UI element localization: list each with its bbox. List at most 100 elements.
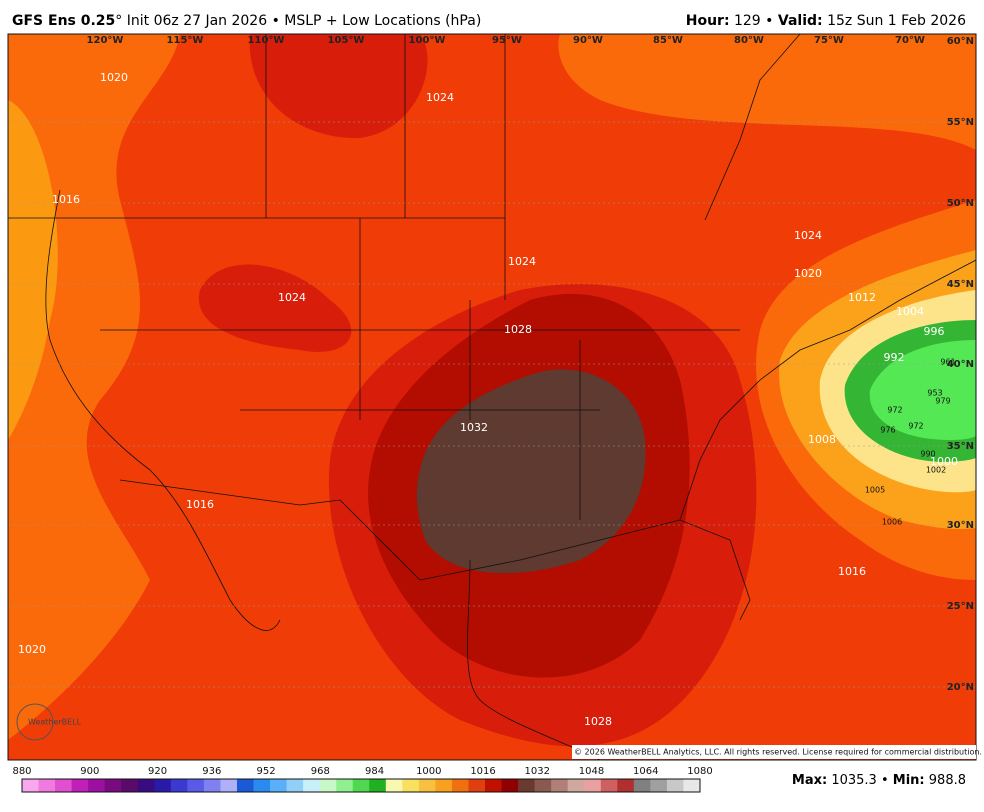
longitude-label: 75°W — [814, 35, 844, 46]
colorbar-swatch — [170, 779, 188, 792]
colorbar-swatch — [55, 779, 73, 792]
colorbar-swatch — [551, 779, 569, 792]
contour-label: 1024 — [508, 255, 536, 268]
longitude-label: 80°W — [734, 35, 764, 46]
boundaries — [8, 34, 976, 760]
latitude-label: 25°N — [947, 601, 974, 612]
contour-label: 1004 — [896, 305, 924, 318]
colorbar-swatch — [236, 779, 255, 792]
copyright: © 2026 WeatherBELL Analytics, LLC. All r… — [574, 748, 982, 757]
colorbar-swatch — [104, 779, 122, 792]
low-label: 1006 — [882, 518, 902, 527]
colorbar-swatch — [451, 779, 469, 792]
colorbar-label: 984 — [365, 766, 384, 777]
longitude-label: 85°W — [653, 35, 683, 46]
low-label: 953 — [927, 389, 942, 398]
contour-label: 1020 — [18, 643, 46, 656]
colorbar-swatch — [584, 779, 602, 792]
colorbar-swatch — [253, 779, 271, 792]
colorbar-swatch — [220, 779, 238, 792]
latitude-label: 50°N — [947, 198, 974, 209]
latitude-label: 20°N — [947, 682, 974, 693]
map-frame — [7, 33, 977, 761]
latitude-label: 40°N — [947, 359, 974, 370]
longitude-label: 70°W — [895, 35, 925, 46]
colorbar-label: 1032 — [525, 766, 550, 777]
colorbar-swatch — [286, 779, 304, 792]
min: 988.8 — [929, 773, 966, 788]
colorbar-swatch — [501, 779, 519, 792]
colorbar-swatch — [518, 779, 536, 792]
low-label: 979 — [935, 397, 950, 406]
colorbar-swatch — [402, 779, 420, 792]
colorbar-swatch — [187, 779, 205, 792]
contour-1016 — [8, 100, 58, 440]
contour-label: 1032 — [460, 421, 488, 434]
low-label: 1002 — [926, 466, 946, 475]
longitude-label: 115°W — [167, 35, 204, 46]
header-right: Hour: 129 • Valid: 15z Sun 1 Feb 2026 — [686, 13, 966, 29]
max: 1035.3 — [831, 773, 877, 788]
low-label: 976 — [880, 426, 895, 435]
colorbar-swatch — [38, 779, 56, 792]
latitude-label: 30°N — [947, 520, 974, 531]
high-north — [249, 34, 428, 139]
low-label: 972 — [887, 406, 902, 415]
colorbar-swatch — [567, 779, 585, 792]
colorbar-swatch — [88, 779, 106, 792]
contour-1020-ne — [558, 34, 976, 150]
contour-label: 992 — [884, 351, 905, 364]
colorbar-swatch — [121, 779, 139, 792]
colorbar-swatch — [137, 779, 155, 792]
colorbar-swatch — [336, 779, 354, 792]
low-label: 990 — [920, 450, 935, 459]
contour-label: 1016 — [838, 565, 866, 578]
low-label: 961 — [940, 358, 955, 367]
latitude-label: 60°N — [947, 36, 974, 47]
low-label: 1005 — [865, 486, 885, 495]
colorbar-swatch — [369, 779, 387, 792]
longitude-label: 120°W — [87, 35, 124, 46]
colorbar-label: 880 — [12, 766, 31, 777]
colorbar-label: 968 — [311, 766, 330, 777]
contour-label: 1012 — [848, 291, 876, 304]
colorbar-label: 920 — [148, 766, 167, 777]
low-label: 972 — [908, 422, 923, 431]
contour-label: 996 — [924, 325, 945, 338]
colorbar-swatch — [534, 779, 552, 792]
colorbar-label: 1064 — [633, 766, 658, 777]
contour-label: 1024 — [278, 291, 306, 304]
hour-label: Hour: — [686, 13, 730, 29]
colorbar-swatch — [468, 779, 486, 792]
copyright-box — [572, 745, 976, 759]
logo-mark — [16, 703, 54, 741]
latitude-label: 55°N — [947, 117, 974, 128]
contour-label: 1020 — [794, 267, 822, 280]
contour-label: 1000 — [930, 455, 958, 468]
colorbar-swatch — [303, 779, 321, 792]
footer: Max: 1035.3 • Min: 988.8 — [792, 773, 966, 788]
longitude-label: 110°W — [248, 35, 285, 46]
contour-label: 1016 — [186, 498, 214, 511]
colorbar-swatch — [683, 779, 701, 792]
colorbar-swatch — [71, 779, 89, 792]
colorbar-label: 1048 — [579, 766, 604, 777]
longitude-label: 90°W — [573, 35, 603, 46]
colorbar-swatch — [633, 779, 651, 792]
min-label: Min: — [893, 773, 925, 788]
colorbar-label: 1016 — [470, 766, 495, 777]
header-rest: ° Init 06z 27 Jan 2026 • MSLP + Low Loca… — [115, 13, 481, 29]
longitude-label: 100°W — [409, 35, 446, 46]
contour-label: 1008 — [808, 433, 836, 446]
logo: WeatherBELL — [28, 718, 82, 727]
colorbar-label: 1000 — [416, 766, 441, 777]
longitude-label: 95°W — [492, 35, 522, 46]
colorbar-swatch — [385, 779, 403, 792]
contour-label: 1016 — [52, 193, 80, 206]
colorbar-frame — [21, 778, 701, 793]
latitude-label: 35°N — [947, 441, 974, 452]
latitude-label: 45°N — [947, 279, 974, 290]
contour-label: 1024 — [426, 91, 454, 104]
contour-992 — [869, 340, 976, 440]
